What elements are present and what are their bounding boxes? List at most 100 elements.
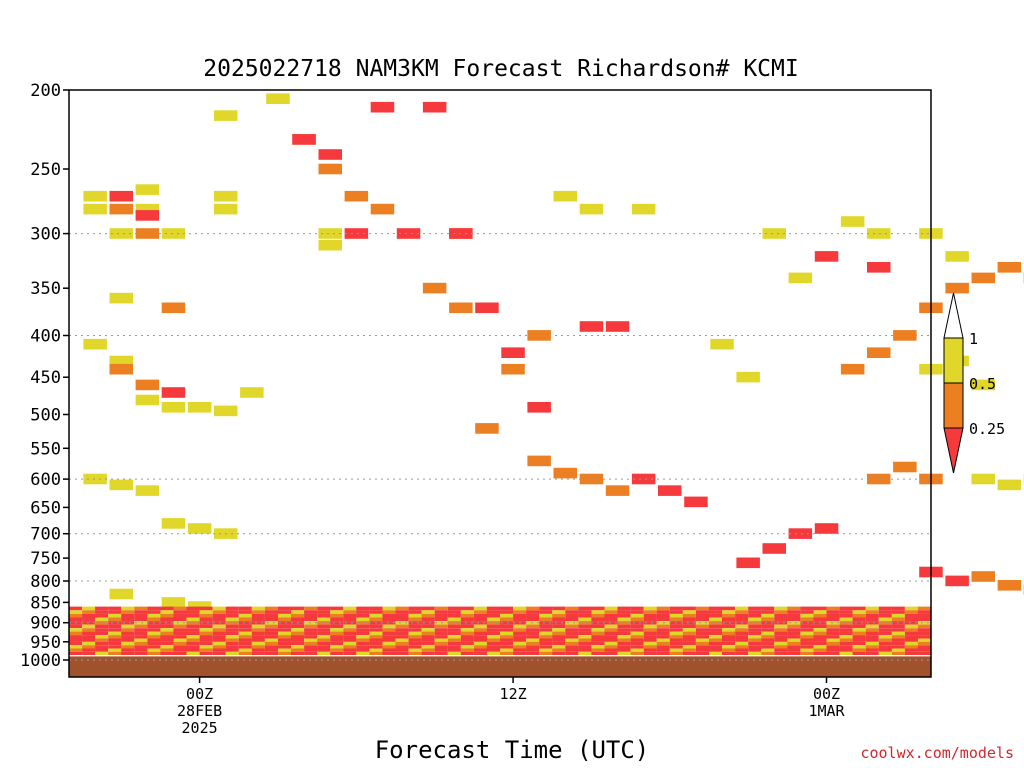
heatmap-cell — [225, 617, 239, 622]
heatmap-cell — [238, 641, 252, 646]
heatmap-cell — [225, 628, 239, 632]
heatmap-cell — [656, 624, 670, 629]
y-tick-label: 450 — [30, 368, 61, 388]
heatmap-cell — [748, 606, 762, 611]
heatmap-cell — [852, 631, 866, 635]
heatmap-cell — [121, 613, 135, 618]
heatmap-cell — [160, 645, 174, 649]
heatmap-cell — [69, 617, 83, 622]
heatmap-cell — [238, 631, 252, 635]
heatmap-cell — [539, 648, 553, 652]
y-tick-label: 400 — [30, 327, 61, 347]
heatmap-cell — [513, 651, 527, 655]
heatmap-cell — [460, 631, 474, 635]
heatmap-cell — [578, 645, 592, 649]
heatmap-cell — [212, 610, 226, 614]
heatmap-cell — [186, 638, 200, 642]
heatmap-cell — [199, 610, 213, 614]
heatmap-cell — [240, 387, 264, 398]
heatmap-cell — [891, 606, 905, 611]
heatmap-cell — [878, 610, 892, 614]
heatmap-cell — [173, 641, 187, 646]
surface-fill — [69, 656, 931, 677]
heatmap-cell — [630, 628, 644, 632]
heatmap-cell — [526, 631, 540, 635]
heatmap-cell — [396, 228, 421, 239]
heatmap-cell — [839, 621, 853, 625]
heatmap-cell — [408, 624, 422, 629]
heatmap-cell — [95, 645, 109, 649]
heatmap-cell — [160, 617, 174, 622]
heatmap-cell — [408, 628, 422, 632]
heatmap-cell — [225, 645, 239, 649]
heatmap-cell — [408, 645, 422, 649]
y-tick-label: 300 — [30, 225, 61, 245]
heatmap-cell — [95, 631, 109, 635]
heatmap-cell — [826, 648, 840, 652]
heatmap-cell — [460, 617, 474, 622]
heatmap-cell — [643, 648, 657, 652]
heatmap-cell — [121, 641, 135, 646]
heatmap-cell — [761, 638, 775, 642]
heatmap-cell — [500, 621, 514, 625]
heatmap-cell — [604, 613, 618, 618]
heatmap-cell — [787, 631, 801, 635]
heatmap-cell — [500, 628, 514, 632]
heatmap-cell — [774, 635, 788, 639]
heatmap-cell — [109, 355, 133, 367]
heatmap-cell — [382, 641, 396, 646]
heatmap-cell — [500, 641, 514, 646]
heatmap-cell — [748, 635, 762, 639]
heatmap-cell — [736, 371, 760, 383]
heatmap-cell — [304, 651, 318, 655]
heatmap-cell — [109, 190, 133, 202]
heatmap-cell — [160, 631, 174, 635]
heatmap-cell — [395, 610, 409, 614]
heatmap-cell — [108, 631, 122, 635]
heatmap-cell — [787, 624, 801, 629]
heatmap-cell — [447, 610, 461, 614]
heatmap-cell — [317, 628, 331, 632]
heatmap-cell — [382, 621, 396, 625]
heatmap-cell — [278, 621, 292, 625]
heatmap-cell — [813, 648, 827, 652]
heatmap-cell — [865, 613, 879, 618]
heatmap-cell — [330, 624, 344, 629]
heatmap-cell — [199, 651, 213, 655]
heatmap-cell — [238, 617, 252, 622]
heatmap-cell — [852, 621, 866, 625]
heatmap-cell — [266, 93, 290, 104]
heatmap-cell — [552, 606, 566, 611]
heatmap-cell — [500, 631, 514, 635]
heatmap-cell — [486, 631, 500, 635]
heatmap-cell — [95, 621, 109, 625]
heatmap-cell — [591, 617, 605, 622]
heatmap-cell — [891, 610, 905, 614]
heatmap-cell — [251, 651, 265, 655]
heatmap-cell — [264, 621, 278, 625]
heatmap-cell — [343, 631, 357, 635]
heatmap-cell — [813, 610, 827, 614]
heatmap-cell — [395, 635, 409, 639]
heatmap-cell — [291, 645, 305, 649]
heatmap-cell — [356, 610, 370, 614]
heatmap-cell — [669, 651, 683, 655]
heatmap-cell — [225, 613, 239, 618]
heatmap-cell — [526, 617, 540, 622]
heatmap-cell — [264, 628, 278, 632]
heatmap-cell — [212, 624, 226, 629]
heatmap-cell — [108, 606, 122, 611]
heatmap-cell — [695, 641, 709, 646]
heatmap-cell — [278, 635, 292, 639]
heatmap-cell — [251, 635, 265, 639]
legend: 1 0.5 0.25 — [943, 292, 1005, 474]
heatmap-cell — [643, 606, 657, 611]
heatmap-cell — [578, 628, 592, 632]
heatmap-cell — [330, 628, 344, 632]
heatmap-cell — [447, 606, 461, 611]
heatmap-cell — [187, 523, 212, 534]
heatmap-cell — [643, 651, 657, 655]
heatmap-cell — [695, 606, 709, 611]
heatmap-cell — [225, 635, 239, 639]
heatmap-cell — [395, 631, 409, 635]
